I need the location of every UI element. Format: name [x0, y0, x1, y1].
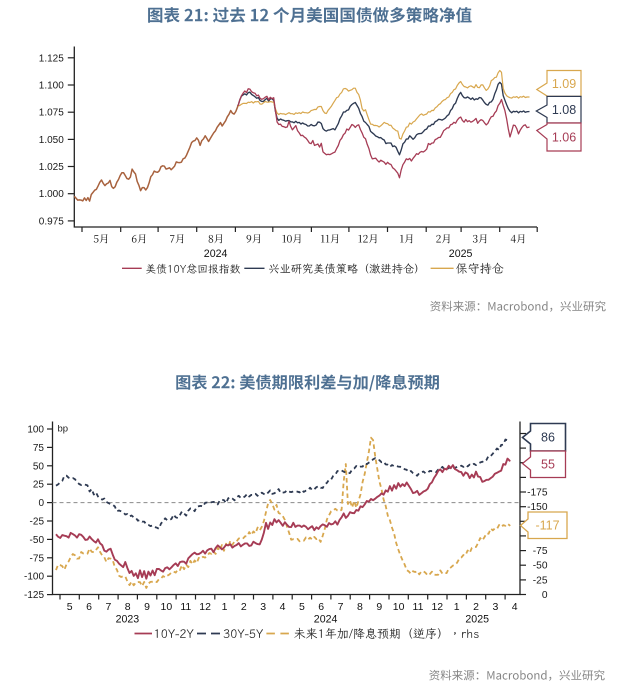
svg-text:3: 3	[492, 601, 498, 613]
svg-text:7: 7	[105, 601, 111, 613]
svg-text:25: 25	[33, 480, 45, 491]
svg-text:1.100: 1.100	[39, 81, 64, 92]
svg-text:75: 75	[33, 443, 45, 454]
svg-text:4: 4	[512, 601, 518, 613]
svg-text:1: 1	[454, 601, 460, 613]
svg-text:-25: -25	[30, 517, 45, 528]
svg-text:1.050: 1.050	[39, 135, 64, 146]
svg-text:10: 10	[161, 601, 173, 613]
svg-text:1: 1	[222, 601, 228, 613]
svg-text:9: 9	[144, 601, 150, 613]
svg-text:86: 86	[541, 431, 555, 445]
svg-text:0: 0	[38, 498, 44, 509]
svg-text:3: 3	[260, 601, 266, 613]
svg-text:2025: 2025	[449, 248, 473, 260]
svg-text:12: 12	[199, 601, 211, 613]
svg-text:-175: -175	[527, 488, 548, 499]
svg-text:1.000: 1.000	[39, 189, 64, 200]
svg-text:-75: -75	[30, 553, 45, 564]
svg-text:10: 10	[393, 601, 405, 613]
svg-text:0.975: 0.975	[39, 216, 64, 227]
svg-text:bp: bp	[58, 424, 69, 435]
svg-text:2: 2	[473, 601, 479, 613]
svg-text:8: 8	[357, 601, 363, 613]
svg-text:1.075: 1.075	[39, 108, 64, 119]
svg-text:2024: 2024	[314, 614, 338, 626]
svg-text:-150: -150	[527, 502, 548, 513]
svg-text:-125: -125	[24, 590, 44, 601]
svg-text:100: 100	[27, 425, 44, 436]
svg-text:1.09: 1.09	[552, 77, 576, 91]
svg-text:6: 6	[318, 601, 324, 613]
svg-text:11: 11	[180, 601, 191, 613]
svg-text:1.06: 1.06	[552, 130, 576, 144]
svg-text:-25: -25	[533, 575, 548, 586]
svg-text:7: 7	[338, 601, 344, 613]
svg-text:11: 11	[413, 601, 424, 613]
svg-text:1.025: 1.025	[39, 162, 64, 173]
svg-text:12: 12	[431, 601, 443, 613]
svg-text:4: 4	[280, 601, 286, 613]
svg-text:-75: -75	[533, 546, 548, 557]
svg-text:9: 9	[376, 601, 382, 613]
svg-text:-100: -100	[24, 572, 44, 583]
svg-text:1.08: 1.08	[552, 103, 576, 117]
svg-text:8: 8	[125, 601, 131, 613]
svg-text:5: 5	[299, 601, 305, 613]
svg-text:2025: 2025	[465, 614, 489, 626]
svg-text:-50: -50	[30, 535, 45, 546]
svg-text:-50: -50	[533, 561, 548, 572]
svg-text:2: 2	[241, 601, 247, 613]
svg-text:55: 55	[541, 458, 555, 472]
svg-text:0: 0	[542, 590, 548, 601]
svg-text:1.125: 1.125	[39, 53, 64, 64]
svg-text:-117: -117	[535, 519, 559, 533]
svg-text:5: 5	[67, 601, 73, 613]
svg-text:50: 50	[33, 461, 45, 472]
svg-text:2024: 2024	[204, 248, 228, 260]
svg-text:2023: 2023	[116, 614, 140, 626]
svg-text:6: 6	[86, 601, 92, 613]
